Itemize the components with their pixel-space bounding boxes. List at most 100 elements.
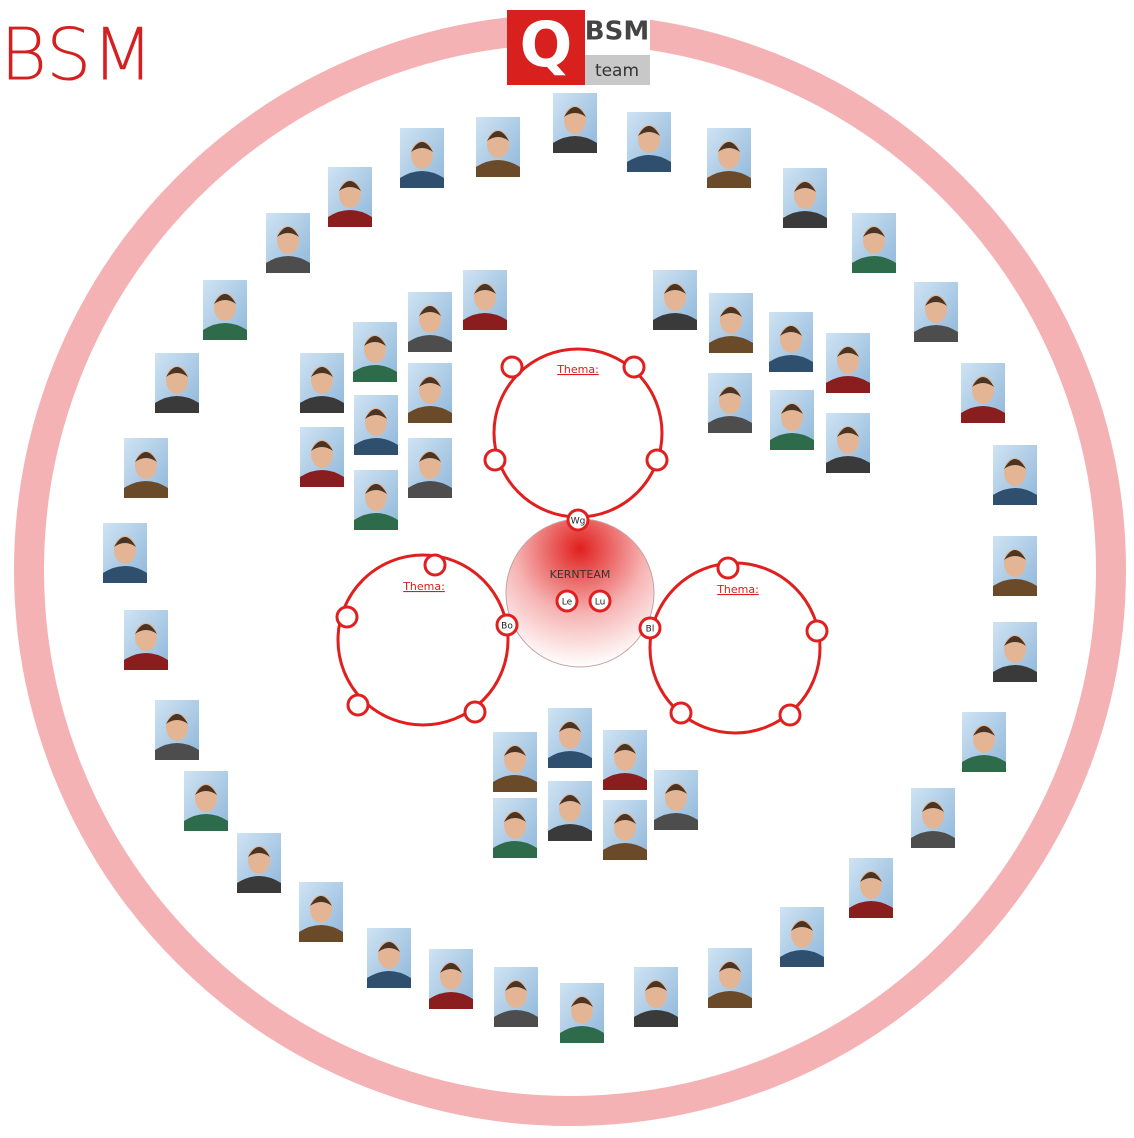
seat-label: Bl xyxy=(646,625,655,635)
photo-body xyxy=(993,665,1037,682)
photo-body xyxy=(266,256,310,273)
photo-body xyxy=(783,211,827,228)
photo-hair xyxy=(310,896,332,906)
photo xyxy=(560,983,604,1043)
photo xyxy=(553,93,597,153)
photo-hair xyxy=(860,872,882,882)
seat xyxy=(778,703,802,727)
photo-body xyxy=(993,579,1037,596)
photo-hair xyxy=(277,227,299,237)
photo-body xyxy=(770,433,814,450)
photo xyxy=(354,395,398,455)
photo-body xyxy=(494,1010,538,1027)
photo xyxy=(826,333,870,393)
photo-hair xyxy=(559,722,581,732)
photo-hair xyxy=(419,306,441,316)
photo-hair xyxy=(166,714,188,724)
photo xyxy=(237,833,281,893)
photo xyxy=(993,536,1037,596)
photo-body xyxy=(203,323,247,340)
photo-hair xyxy=(645,981,667,991)
photo xyxy=(124,438,168,498)
photo xyxy=(300,353,344,413)
photo-body xyxy=(548,751,592,768)
group-title: Thema: xyxy=(716,583,759,596)
logo-bottom xyxy=(585,55,650,85)
photo-body xyxy=(653,313,697,330)
photo-hair xyxy=(564,107,586,117)
photo-hair xyxy=(365,409,387,419)
photo-body xyxy=(993,488,1037,505)
photo-hair xyxy=(411,142,433,152)
seat-label: Lu xyxy=(595,598,606,608)
photo-body xyxy=(476,160,520,177)
seat-label: Le xyxy=(562,598,573,608)
photo-body xyxy=(328,210,372,227)
logo-brand: BSM xyxy=(585,17,649,47)
photo-body xyxy=(354,438,398,455)
photo-body xyxy=(299,925,343,942)
photo xyxy=(603,730,647,790)
logo-top xyxy=(585,10,650,55)
photo-hair xyxy=(665,784,687,794)
photo-body xyxy=(103,566,147,583)
photo xyxy=(367,928,411,988)
photo-hair xyxy=(925,296,947,306)
seat-label: Wg xyxy=(571,517,586,527)
photo-body xyxy=(603,773,647,790)
photo-hair xyxy=(504,746,526,756)
group-title: Thema: xyxy=(556,363,599,376)
photo-hair xyxy=(559,795,581,805)
photo-body xyxy=(124,481,168,498)
photo xyxy=(493,798,537,858)
seat xyxy=(566,508,590,532)
seat xyxy=(500,355,524,379)
photo xyxy=(708,948,752,1008)
photo-hair xyxy=(474,284,496,294)
photo-body xyxy=(548,824,592,841)
photo-hair xyxy=(794,182,816,192)
seat xyxy=(669,701,693,725)
photo-hair xyxy=(214,294,236,304)
photo-body xyxy=(184,814,228,831)
photo-hair xyxy=(364,336,386,346)
photo-body xyxy=(769,355,813,372)
photo-body xyxy=(354,513,398,530)
photo-hair xyxy=(1004,636,1026,646)
photo-body xyxy=(603,843,647,860)
photo xyxy=(494,967,538,1027)
photo-hair xyxy=(135,452,157,462)
seat xyxy=(346,693,370,717)
photo-body xyxy=(237,876,281,893)
seat-label: Bo xyxy=(501,622,513,632)
photo xyxy=(354,470,398,530)
photo xyxy=(603,800,647,860)
photo-body xyxy=(852,256,896,273)
photo-body xyxy=(560,1026,604,1043)
photo-hair xyxy=(419,377,441,387)
photo xyxy=(463,270,507,330)
photo-hair xyxy=(248,847,270,857)
photo xyxy=(852,213,896,273)
photo-hair xyxy=(571,997,593,1007)
photo-hair xyxy=(972,377,994,387)
photo-body xyxy=(408,481,452,498)
photo-hair xyxy=(837,427,859,437)
seat xyxy=(716,556,740,580)
photo-hair xyxy=(1004,550,1026,560)
photo xyxy=(203,280,247,340)
photo-body xyxy=(300,470,344,487)
photo-hair xyxy=(638,126,660,136)
photo xyxy=(299,882,343,942)
photo xyxy=(653,270,697,330)
photo-body xyxy=(707,171,751,188)
photo-hair xyxy=(166,367,188,377)
photo-hair xyxy=(505,981,527,991)
photo-body xyxy=(493,775,537,792)
photo-body xyxy=(708,991,752,1008)
photo-hair xyxy=(311,367,333,377)
photo-body xyxy=(463,313,507,330)
photo-body xyxy=(709,336,753,353)
photo xyxy=(429,949,473,1009)
seat xyxy=(622,355,646,379)
